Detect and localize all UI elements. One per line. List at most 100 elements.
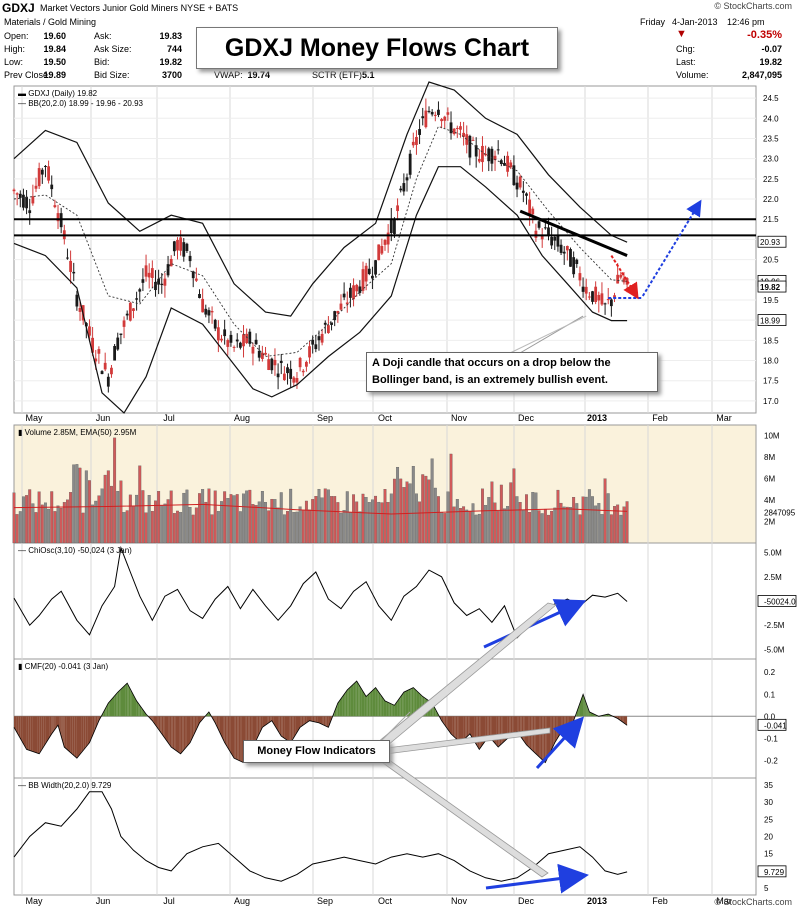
bottom-watermark: © StockCharts.com [714,897,792,907]
month-label: Jul [163,413,175,423]
cmf-area-segment [282,716,285,739]
cmf-area-segment [588,709,590,717]
cmf-divergence-arrow [535,716,585,770]
cmf-area-segment [465,716,467,739]
volume-bar [348,512,352,544]
cmf-area-segment [337,700,340,717]
candle-body [603,303,607,305]
cmf-area-segment [377,689,379,717]
month-label: Oct [378,896,393,906]
cmf-area-segment [177,716,180,753]
cmf-area-segment [224,716,227,746]
cmf-area-segment [287,716,290,742]
price-tick-label: 24.0 [763,114,779,123]
cmf-area-segment [543,716,546,763]
cmf-area-segment [43,716,46,748]
volume-bar [616,504,620,544]
volume-bar [556,489,560,544]
cmf-area-segment [87,716,90,746]
cmf-area-segment [260,716,263,731]
candle-body [389,218,393,234]
candle-body [471,139,475,141]
price-tick-label: 21.5 [763,215,779,224]
cmf-area-segment [320,716,323,725]
cmf-area-segment [620,716,623,722]
cmf-area-segment [22,716,25,746]
volume-bar [31,503,35,544]
cmf-area-segment [315,716,318,723]
cmf-area-segment [168,716,170,745]
price-tick-label: 24.5 [763,94,779,103]
price-tick-label: 17.5 [763,377,779,386]
cmf-area-segment [488,716,491,738]
volume-bar [210,514,214,544]
cmf-area-segment [350,685,352,717]
volume-bar [53,511,57,544]
candle-body [91,337,95,353]
volume-bar [452,506,456,544]
volume-bar [490,481,494,544]
cmf-area-segment [469,716,472,737]
bollinger-lower [13,166,628,414]
cmf-area-segment [223,716,225,743]
candle-body [496,149,500,151]
cmf-tick-label: 0.0 [764,712,776,721]
volume-bar [122,512,126,544]
candle-body [380,246,384,254]
volume-bar [116,491,120,544]
cmf-area-segment [322,716,324,726]
cmf-area-segment [92,716,95,736]
cmf-area-segment [136,700,139,717]
candle-body [371,275,374,279]
volume-tick-label: 10M [764,432,780,441]
volume-bar [25,495,29,544]
volume-bar [34,512,38,544]
bbw-tick-label: 25 [764,815,773,824]
volume-bar [40,504,44,544]
cmf-area-segment [297,716,299,733]
cmf-area-segment [375,687,378,717]
last-label: Last: [676,57,696,67]
candle-body [72,271,76,274]
candle-body [106,376,110,387]
cmf-area-segment [234,716,236,759]
candle-body [581,286,585,292]
volume-bar [377,501,381,544]
ask-label: Ask: [94,31,112,41]
volume-bar [358,511,362,544]
candle-body [311,339,315,345]
candle-body [213,319,217,329]
candle-body [616,274,620,284]
cmf-area-segment [311,716,313,722]
cmf-area-segment [358,683,360,717]
price-tag [757,280,787,293]
candle-body [477,158,481,162]
volume-bar [405,481,409,544]
cmf-area-segment [226,716,228,748]
cmf-area-segment [130,689,132,717]
cmf-area-segment [182,716,184,752]
cmf-area-segment [185,716,187,749]
candle-body [333,311,337,321]
volume-bar [606,493,610,544]
volume-bar [28,489,32,544]
volume-bar [581,496,585,544]
volume-bar [103,474,107,544]
candle-body [537,221,541,228]
cmf-area-segment [32,716,35,753]
cmf-area-segment [498,716,500,748]
volume-bar [304,500,308,544]
date-day: Friday [640,17,666,27]
cmf-area-segment [279,716,282,737]
cmf-area-segment [116,692,118,717]
volume-bar [364,497,368,544]
candle-body [487,148,491,162]
volume-bar [547,514,550,544]
volume-bar [578,514,582,544]
osc-tick-label: -50024.0 [764,597,796,606]
cmf-area-segment [179,716,181,754]
candle-body [499,160,503,164]
volume-bar [286,511,289,544]
cmf-area-segment [542,716,544,762]
volume-bar [223,491,227,544]
